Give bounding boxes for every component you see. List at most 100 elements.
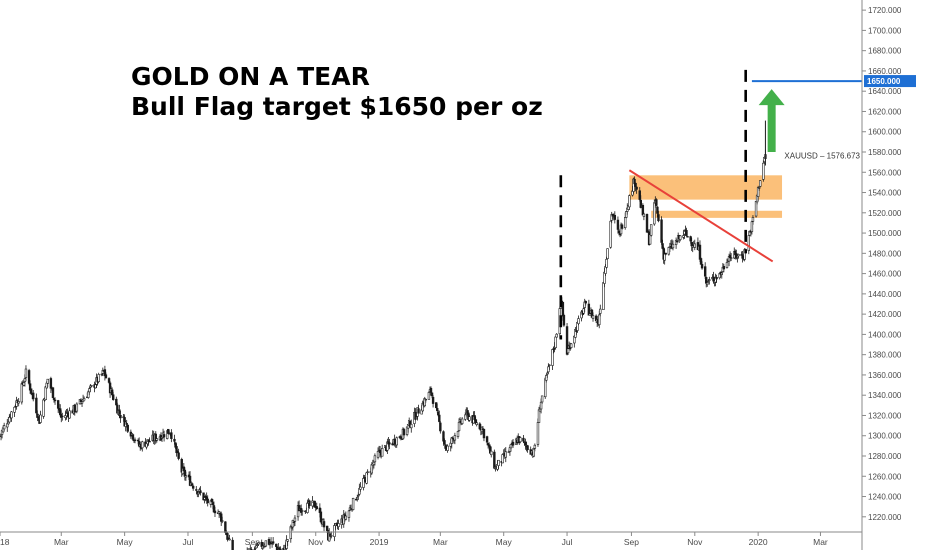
candle xyxy=(35,393,38,415)
candle-body xyxy=(519,437,522,443)
candle-body xyxy=(653,202,656,225)
candle-body xyxy=(708,279,711,281)
candle-body xyxy=(460,418,464,424)
annotation-subline: Bull Flag target $1650 per oz xyxy=(131,92,543,121)
candle-body xyxy=(427,392,431,400)
candle xyxy=(366,469,369,475)
candle-body xyxy=(668,246,672,248)
candle-body xyxy=(184,475,188,478)
candle-body xyxy=(675,240,679,243)
candle-body xyxy=(344,515,348,520)
candle-body xyxy=(356,497,359,500)
candle xyxy=(660,216,663,245)
price-tick-label: 1660.000 xyxy=(868,67,902,76)
candle-body xyxy=(497,459,500,466)
price-axis[interactable]: 1220.000 1240.000 1260.000 1280.000 1300.000… xyxy=(784,0,916,550)
candle xyxy=(620,223,624,230)
candle-body xyxy=(37,415,40,417)
candle xyxy=(39,410,42,424)
candle-body xyxy=(729,257,733,259)
candle-body xyxy=(8,416,11,423)
candle-body xyxy=(457,421,461,431)
candle-body xyxy=(667,246,671,255)
candle-body xyxy=(170,432,173,439)
candle-body xyxy=(292,521,296,523)
candle xyxy=(436,403,439,413)
candle xyxy=(133,437,137,444)
candle-body xyxy=(634,182,637,187)
price-tick-label: 1440.000 xyxy=(868,290,902,299)
candle-body xyxy=(190,483,194,486)
candle xyxy=(722,263,726,273)
candle-body xyxy=(118,409,121,415)
candle-body xyxy=(554,336,557,348)
candle-body xyxy=(599,308,602,314)
candle-body xyxy=(372,461,376,465)
time-tick-label: Mar xyxy=(433,537,448,547)
candle-body xyxy=(330,535,333,537)
candle xyxy=(628,194,631,210)
candle-body xyxy=(548,364,551,367)
candle xyxy=(206,495,209,507)
candle-body xyxy=(32,392,35,400)
candle-body xyxy=(570,343,573,348)
candle xyxy=(562,313,566,327)
candle-body xyxy=(52,397,56,400)
candle-body xyxy=(757,187,761,189)
candle-body xyxy=(584,301,587,304)
candle-body xyxy=(271,541,275,544)
candle-body xyxy=(257,542,260,545)
candle-body xyxy=(754,201,758,217)
candle-body xyxy=(456,431,460,437)
candle-body xyxy=(90,385,93,387)
candle xyxy=(540,395,544,404)
candle xyxy=(247,548,249,550)
candle xyxy=(112,391,115,401)
candle xyxy=(641,203,645,216)
candle-body xyxy=(663,253,666,261)
candle xyxy=(751,215,755,225)
last-price-label: XAUUSD – 1576.673 xyxy=(784,151,860,160)
candle xyxy=(519,437,522,444)
candle-body xyxy=(308,500,311,507)
candle-body xyxy=(75,403,79,412)
candle-body xyxy=(740,254,743,256)
candle-body xyxy=(210,498,214,503)
candle-body xyxy=(700,264,704,269)
candle-body xyxy=(141,441,144,449)
candle-body xyxy=(395,437,398,446)
candle-body xyxy=(487,444,491,447)
candle xyxy=(17,398,20,407)
candle-body xyxy=(689,236,692,242)
candle-body xyxy=(347,510,351,518)
candle xyxy=(395,436,398,448)
candle-body xyxy=(547,366,550,373)
candle-body xyxy=(126,424,129,432)
candle-body xyxy=(504,451,507,458)
candle-body xyxy=(645,214,649,233)
candle-body xyxy=(27,370,31,384)
candle xyxy=(700,261,704,270)
time-axis[interactable]: 2018 Mar May Jul Sep Nov 2019 Mar May Jul Sep Nov 20… xyxy=(0,531,862,547)
candle-body xyxy=(706,282,709,285)
candle-body xyxy=(628,195,631,208)
candle-body xyxy=(59,408,62,416)
candle xyxy=(402,427,406,439)
candle-body xyxy=(365,472,368,484)
candle-body xyxy=(136,439,140,442)
price-tick-label: 1600.000 xyxy=(868,128,902,137)
candle xyxy=(51,387,55,398)
candle-body xyxy=(762,162,765,180)
candle-body xyxy=(80,401,84,404)
candle-body xyxy=(656,206,659,214)
candle xyxy=(645,213,649,233)
candle-body xyxy=(162,434,166,438)
candle-body xyxy=(366,471,369,473)
candle-body xyxy=(561,301,565,317)
candle xyxy=(468,414,471,422)
candle-body xyxy=(750,221,754,232)
candle-body xyxy=(475,422,478,425)
candle xyxy=(679,235,682,242)
candle-body xyxy=(17,401,20,404)
